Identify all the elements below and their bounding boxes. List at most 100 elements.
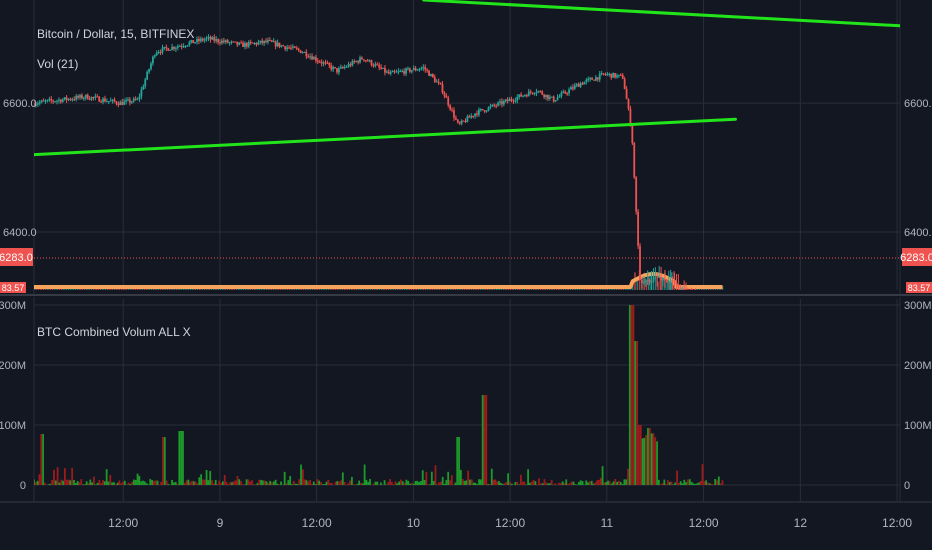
- combined-volume-bar: [570, 481, 573, 485]
- combined-volume-bar: [329, 483, 331, 485]
- combined-volume-bar: [350, 476, 353, 485]
- combined-volume-bar: [360, 482, 362, 485]
- volume-bar-main: [240, 288, 243, 290]
- candle-body: [520, 94, 523, 97]
- combined-volume-bar: [162, 437, 164, 485]
- combined-volume-bar: [218, 480, 221, 485]
- candle-body: [362, 59, 365, 61]
- combined-volume-bar: [416, 480, 419, 485]
- combined-volume-bar: [489, 484, 491, 485]
- price-axis[interactable]: 6600.0 6600.0 6400.0 6400.0 300M 300M 200M 200M…: [0, 98, 932, 492]
- candle-body: [376, 64, 379, 66]
- candle-body: [472, 115, 475, 117]
- candle-body: [336, 68, 338, 73]
- candle-body: [693, 299, 695, 300]
- combined-volume-bar: [474, 482, 477, 485]
- volume-indicator-label[interactable]: Vol (21): [37, 57, 79, 71]
- combined-volume-indicator-label[interactable]: BTC Combined Volum ALL X: [37, 325, 191, 339]
- volume-bar-main: [222, 288, 224, 290]
- combined-volume-bar: [485, 395, 488, 485]
- combined-volume-bar: [405, 479, 408, 485]
- combined-volume-bar: [701, 464, 704, 485]
- candle-body: [393, 71, 396, 73]
- combined-volume-bar: [98, 479, 101, 485]
- volume-bar-main: [70, 288, 72, 290]
- volume-bar-main: [106, 288, 109, 290]
- candle-body: [67, 98, 70, 100]
- volume-bar-main: [139, 288, 141, 290]
- combined-volume-bar: [610, 483, 613, 485]
- combined-volume-bar: [410, 482, 413, 485]
- candle-body: [437, 81, 440, 83]
- combined-volume-bar: [143, 481, 146, 485]
- combined-volume-bar: [398, 481, 401, 485]
- time-tick-label: 12:00: [302, 516, 332, 530]
- candle-body: [155, 52, 158, 56]
- combined-volume-bar: [263, 480, 266, 485]
- combined-volume-bar: [630, 305, 633, 485]
- candle-body: [560, 92, 563, 97]
- candle-body: [316, 60, 319, 62]
- combined-volume-bar: [372, 483, 375, 485]
- combined-volume-bar: [590, 480, 593, 485]
- combined-volume-bar: [316, 479, 319, 485]
- candle-body: [445, 95, 448, 98]
- combined-volume-bar: [163, 437, 166, 485]
- combined-volume-bar: [634, 341, 637, 485]
- symbol-title[interactable]: Bitcoin / Dollar, 15, BITFINEX: [37, 27, 195, 41]
- candle-body: [570, 87, 572, 90]
- candle-body: [435, 81, 438, 83]
- volume-bar-main: [636, 281, 639, 290]
- candle-body: [529, 91, 532, 93]
- candle-body: [700, 299, 702, 300]
- candle-body: [284, 46, 287, 50]
- combined-volume-bar: [619, 482, 622, 485]
- combined-volume-bar: [654, 437, 657, 485]
- candle-body: [697, 302, 699, 303]
- candle-body: [545, 94, 547, 98]
- combined-volume-bar: [214, 479, 217, 485]
- combined-volume-bar: [483, 395, 486, 485]
- candlestick-series[interactable]: [33, 34, 723, 315]
- volume-bar-main: [132, 288, 134, 290]
- candle-body: [641, 280, 643, 283]
- time-axis[interactable]: 12:00 9 12:00 10 12:00 11 12:00 12 12:00: [108, 516, 912, 530]
- combined-volume-bar: [612, 481, 615, 485]
- combined-volume-bar: [298, 479, 301, 485]
- combined-volume-bar: [220, 482, 223, 485]
- combined-volume-bar: [721, 480, 724, 485]
- combined-volume-bar: [409, 483, 411, 485]
- volume-tick-label-right: 0: [904, 480, 910, 492]
- trendlines[interactable]: [34, 0, 900, 157]
- combined-volume-bar: [576, 484, 579, 485]
- combined-volume-bar: [93, 476, 95, 485]
- candle-body: [387, 71, 390, 74]
- combined-volume-bar: [67, 479, 70, 485]
- combined-volume-bar: [301, 469, 304, 485]
- candle-body: [614, 73, 616, 78]
- combined-volume-bar: [243, 484, 246, 485]
- volume-bar-main: [272, 288, 275, 290]
- combined-volume-bar: [131, 481, 133, 485]
- combined-volume-bar: [274, 479, 277, 485]
- candle-body: [228, 42, 231, 44]
- candle-body: [161, 47, 164, 53]
- candle-body: [61, 99, 64, 103]
- combined-volume-bar: [38, 474, 41, 485]
- candle-body: [182, 46, 185, 48]
- volume-bar-main: [694, 288, 696, 290]
- combined-volume-bar: [123, 480, 126, 485]
- candle-body: [618, 74, 620, 76]
- volume-bar-main: [58, 288, 61, 290]
- volume-bar-main: [406, 288, 408, 290]
- candle-body: [332, 67, 335, 70]
- combined-volume-bar: [314, 484, 317, 485]
- candle-body: [581, 83, 584, 85]
- combined-volume-bar: [209, 471, 212, 485]
- candle-body: [637, 211, 639, 246]
- combined-volume-bar: [581, 481, 584, 485]
- combined-volume-bar: [289, 475, 292, 485]
- candle-body: [180, 46, 183, 48]
- candle-body: [313, 57, 315, 60]
